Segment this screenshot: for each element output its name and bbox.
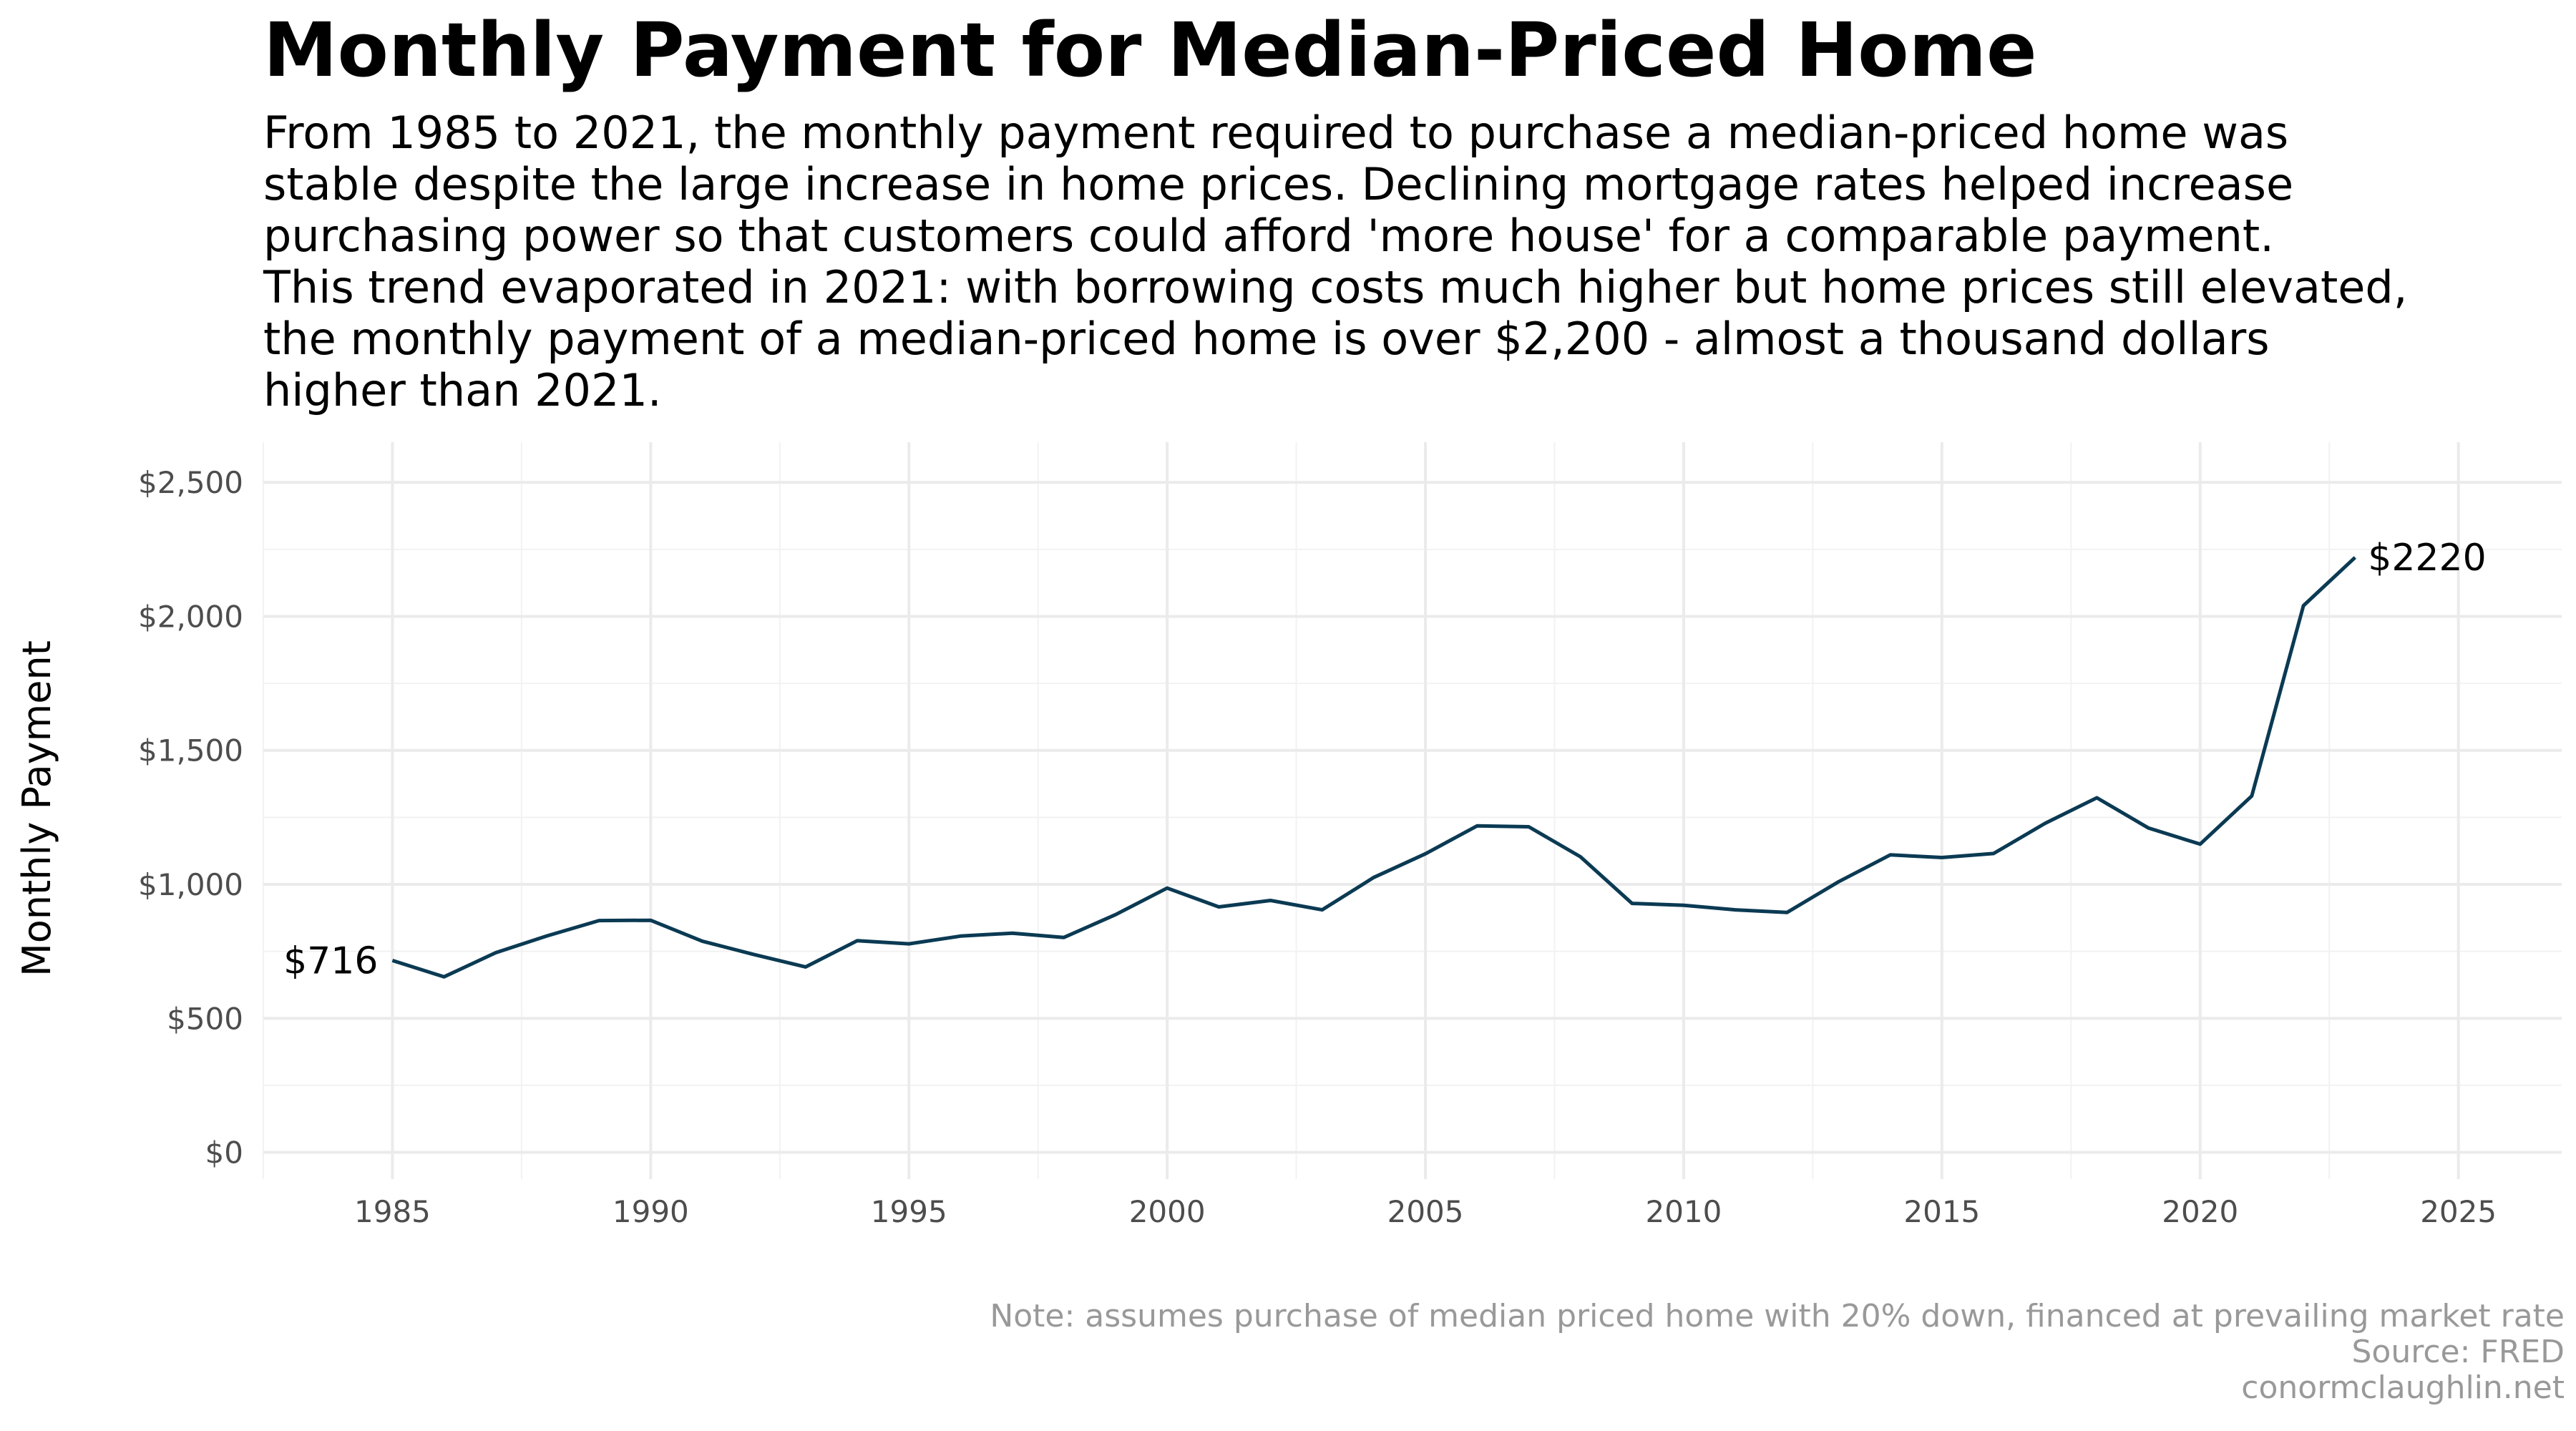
x-tick-label: 1990	[613, 1194, 689, 1229]
chart-subtitle: From 1985 to 2021, the monthly payment r…	[263, 107, 2408, 416]
series-line	[391, 556, 2357, 979]
annotations: $716 $2220	[283, 537, 2487, 982]
chart-title: Monthly Payment for Median-Priced Home	[263, 6, 2037, 94]
y-axis-label: Monthly Payment	[14, 640, 59, 977]
x-axis: 1985 1990 1995 2000 2005 2010 2015 2020 2025	[354, 1194, 2497, 1229]
caption-note: Note: assumes purchase of median priced …	[990, 1298, 2565, 1334]
y-tick-label: $2,000	[138, 599, 243, 634]
value-annotation: $716	[283, 939, 378, 982]
y-tick-label: $0	[205, 1135, 243, 1171]
major-gridlines	[263, 442, 2562, 1179]
x-tick-label: 2015	[1903, 1194, 1980, 1229]
x-tick-label: 2005	[1387, 1194, 1464, 1229]
y-tick-label: $1,500	[138, 733, 243, 768]
value-annotation: $2220	[2368, 537, 2486, 580]
y-tick-label: $1,000	[138, 867, 243, 902]
caption: Note: assumes purchase of median priced …	[990, 1299, 2565, 1406]
x-tick-label: 1985	[354, 1194, 431, 1229]
caption-site: conormclaughlin.net	[2241, 1369, 2565, 1406]
x-tick-label: 1995	[871, 1194, 947, 1229]
x-tick-label: 2000	[1129, 1194, 1206, 1229]
y-tick-label: $2,500	[138, 465, 243, 500]
y-axis: $0 $500 $1,000 $1,500 $2,000 $2,500	[138, 465, 243, 1170]
x-tick-label: 2020	[2162, 1194, 2238, 1229]
minor-gridlines	[263, 442, 2562, 1179]
y-tick-label: $500	[167, 1001, 243, 1036]
x-tick-label: 2025	[2420, 1194, 2497, 1229]
caption-source: Source: FRED	[2351, 1334, 2565, 1370]
x-tick-label: 2010	[1645, 1194, 1722, 1229]
